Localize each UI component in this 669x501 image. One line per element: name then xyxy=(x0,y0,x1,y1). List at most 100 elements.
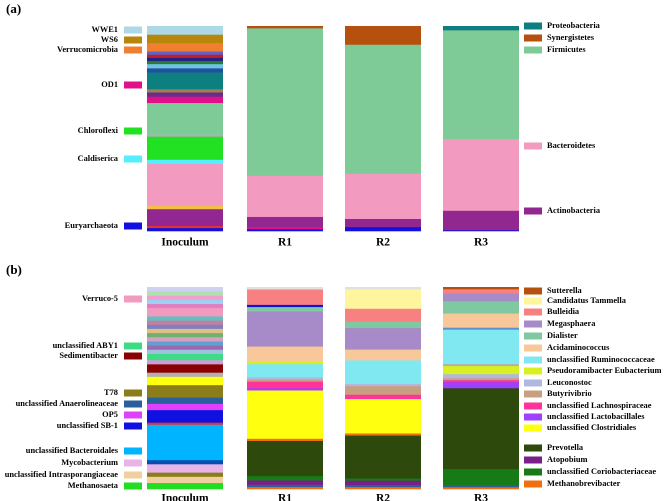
category-label: Inoculum xyxy=(161,237,209,249)
legend-left-label: Mycobacterium xyxy=(61,458,118,467)
legend-swatch xyxy=(524,308,542,316)
bar-segment-inoculum-other xyxy=(147,92,223,97)
legend-right-label: unclassified Clostridiales xyxy=(547,423,637,432)
bar-segment-r1-dialister xyxy=(247,306,323,312)
bar-segment-r2-unclassified-clostridiales xyxy=(345,398,421,434)
legend-right-label: Synergistetes xyxy=(547,33,595,42)
legend-swatch xyxy=(124,482,142,490)
bar-segment-r2-other xyxy=(345,484,421,488)
bar-segment-r3-dialister xyxy=(443,301,519,314)
legend-swatch xyxy=(124,447,142,455)
legend-swatch xyxy=(524,320,542,328)
bar-segment-r3-unclassified-coriobacteriaceae xyxy=(443,468,519,486)
bar-segment-r1-atopobium xyxy=(247,480,323,485)
legend-left-label: Euryarchaeota xyxy=(65,221,119,230)
bar-segment-r2-synergistetes xyxy=(345,26,421,45)
bar-segment-r3-megasphaera xyxy=(443,293,519,302)
legend-swatch xyxy=(124,400,142,408)
legend-right-label: unclassified Ruminococcaceae xyxy=(547,355,655,364)
bar-segment-inoculum-other xyxy=(147,376,223,386)
bar-segment-inoculum-firmicutes xyxy=(147,102,223,135)
bar-segment-r2-other xyxy=(345,226,421,232)
legend-right-label: Dialister xyxy=(547,331,578,340)
bar-segment-inoculum-chloroflexi xyxy=(147,136,223,160)
bar-segment-r1-unclassified-coriobacteriaceae xyxy=(247,475,323,481)
bar-segment-r3-pseudoramibacter-eubacterium xyxy=(443,365,519,375)
bar-segment-inoculum-actinobacteria xyxy=(147,208,223,227)
bar-segment-inoculum-ws6 xyxy=(147,34,223,44)
legend-left-label: WWE1 xyxy=(91,25,118,34)
bar-segment-r2-bacteroidetes xyxy=(345,173,421,219)
legend-right-label: Leuconostoc xyxy=(547,378,592,387)
legend-swatch xyxy=(524,413,542,421)
bar-segment-inoculum-other xyxy=(147,54,223,58)
bar-segment-inoculum-other xyxy=(147,295,223,300)
legend-right-label: Bacteroidetes xyxy=(547,141,596,150)
legend-right-label: Prevotella xyxy=(547,443,584,452)
legend-swatch xyxy=(524,390,542,398)
bar-segment-r1-other xyxy=(247,361,323,365)
bar-segment-inoculum-other xyxy=(147,472,223,477)
bar-segment-inoculum-unclassified-sb-1 xyxy=(147,409,223,423)
bar-segment-inoculum-other xyxy=(147,60,223,65)
legend-left-label: Verrucomicrobia xyxy=(57,45,119,54)
bar-segment-inoculum-other xyxy=(147,345,223,350)
legend-swatch xyxy=(124,81,142,89)
legend-left-label: unclassified Intrasporangiaceae xyxy=(5,470,119,479)
bar-segment-r1-unclassified-ruminococcaceae xyxy=(247,363,323,378)
legend-left-label: WS6 xyxy=(101,35,118,44)
bar-segment-inoculum-unclassified-intrasporangiaceae xyxy=(147,476,223,484)
legend-right-label: Candidatus Tammella xyxy=(547,296,627,305)
bar-segment-r3-firmicutes xyxy=(443,30,519,140)
legend-swatch xyxy=(524,444,542,452)
bar-segment-inoculum-unclassified-anaerolineaceae xyxy=(147,397,223,404)
legend-right-label: Actinobacteria xyxy=(547,206,601,215)
bar-segment-inoculum-other xyxy=(147,336,223,342)
legend-swatch xyxy=(524,402,542,410)
bar-segment-r2-methanobrevibacter xyxy=(345,486,421,490)
bar-segment-r1-butyrivibrio xyxy=(247,379,323,382)
legend-swatch xyxy=(524,468,542,476)
bar-segment-r2-unclassified-lachnospiraceae xyxy=(345,394,421,400)
category-label: R2 xyxy=(376,493,390,501)
bar-segment-r2-candidatus-tammella xyxy=(345,289,421,309)
bar-segment-r1-actinobacteria xyxy=(247,216,323,228)
legend-swatch xyxy=(124,155,142,163)
legend-left-label: unclassified ABY1 xyxy=(53,341,118,350)
bar-segment-inoculum-caldiserica xyxy=(147,159,223,165)
bar-segment-inoculum-verruco-5 xyxy=(147,307,223,317)
bar-segment-r1-prevotella xyxy=(247,440,323,477)
legend-swatch xyxy=(124,422,142,430)
legend-swatch xyxy=(524,480,542,488)
bar-segment-r1-methanobrevibacter xyxy=(247,486,323,490)
legend-left-label: Verruco-5 xyxy=(82,294,118,303)
bar-segment-r3-unclassified-lachnospiraceae xyxy=(443,379,519,383)
legend-swatch xyxy=(124,295,142,303)
bar-segment-inoculum-other xyxy=(147,299,223,304)
legend-left-label: Sedimentibacter xyxy=(59,351,118,360)
legend-right-label: Sutterella xyxy=(547,286,583,295)
legend-right-label: unclassified Lachnospiraceae xyxy=(547,401,652,410)
legend-swatch xyxy=(524,379,542,387)
bar-segment-inoculum-euryarchaeota xyxy=(147,227,223,232)
legend-swatch xyxy=(524,332,542,340)
bar-segment-inoculum-other xyxy=(147,459,223,465)
bar-segment-r1-other xyxy=(247,484,323,488)
legend-right-label: unclassified Lactobacillales xyxy=(547,412,645,421)
legend-right-label: Pseudoramibacter Eubacterium xyxy=(547,366,662,375)
bar-segment-inoculum-other xyxy=(147,225,223,229)
bar-segment-inoculum-other xyxy=(147,51,223,55)
bar-segment-r3-prevotella xyxy=(443,388,519,470)
legend-left-label: unclassified Anaerolineaceae xyxy=(16,399,119,408)
bar-segment-inoculum-op5 xyxy=(147,403,223,411)
bar-segment-inoculum-t78 xyxy=(147,384,223,398)
bar-segment-r3-acidaminococcus xyxy=(443,313,519,328)
bar-segment-inoculum-other xyxy=(147,57,223,61)
legend-swatch xyxy=(524,297,542,305)
bar-segment-r1-firmicutes xyxy=(247,28,323,176)
bar-segment-inoculum-other xyxy=(147,332,223,338)
category-label: R1 xyxy=(278,237,292,249)
legend-swatch xyxy=(524,344,542,352)
bar-segment-inoculum-other xyxy=(147,359,223,365)
